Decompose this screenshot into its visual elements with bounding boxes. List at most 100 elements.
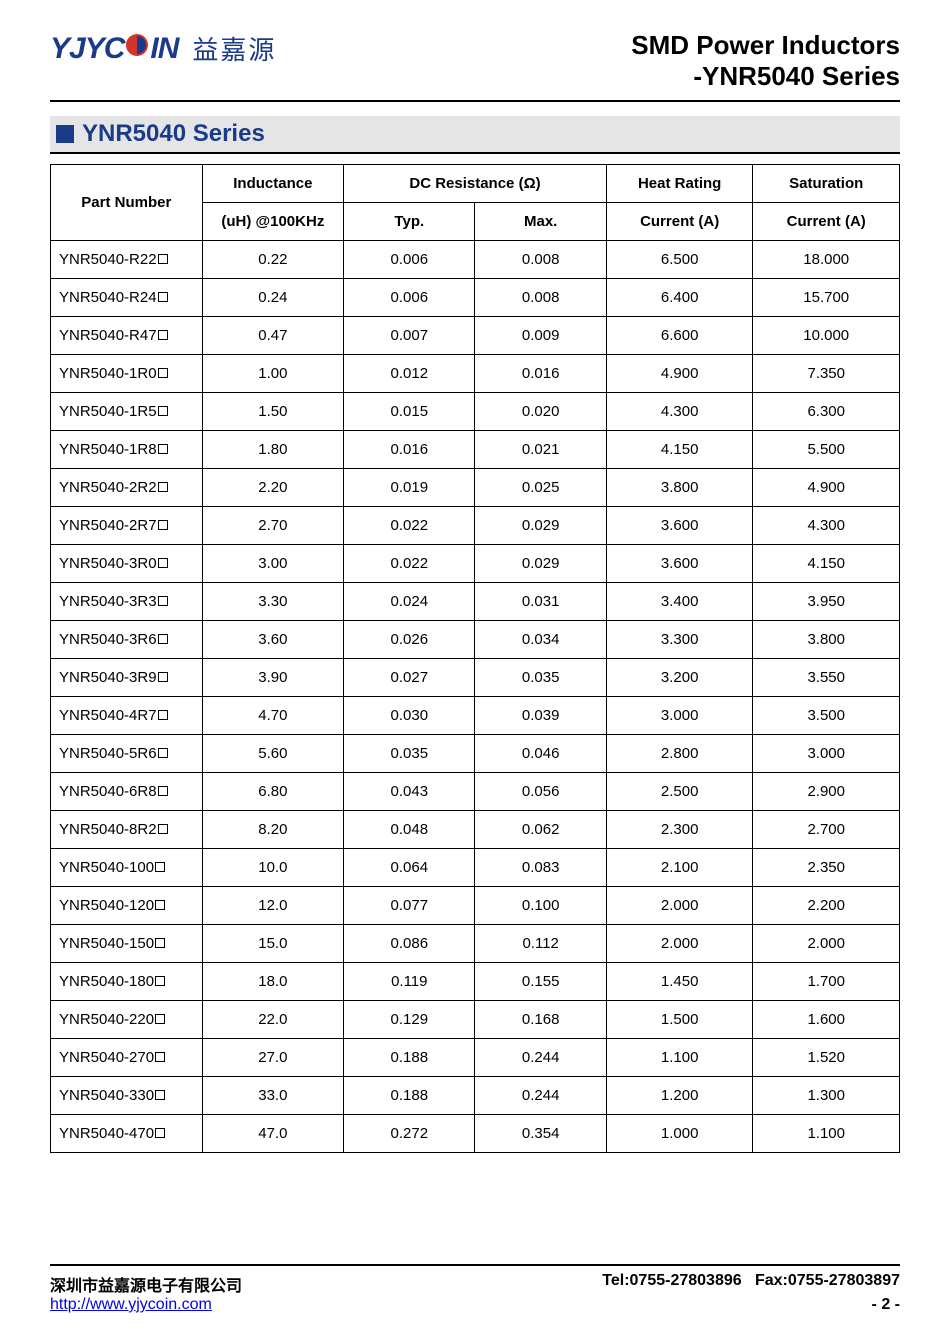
cell-part-number: YNR5040-180 (51, 963, 203, 1001)
cell-sat: 3.550 (753, 659, 900, 697)
checkbox-icon (155, 976, 165, 986)
cell-heat: 3.200 (606, 659, 753, 697)
col-heat-sub: Current (A) (606, 203, 753, 241)
cell-part-number: YNR5040-1R8 (51, 431, 203, 469)
cell-typ: 0.006 (344, 241, 475, 279)
table-row: YNR5040-33033.00.1880.2441.2001.300 (51, 1077, 900, 1115)
cell-inductance: 6.80 (202, 773, 344, 811)
cell-inductance: 15.0 (202, 925, 344, 963)
logo-brand: YJYCIN (50, 32, 178, 66)
cell-inductance: 3.60 (202, 621, 344, 659)
cell-sat: 2.900 (753, 773, 900, 811)
checkbox-icon (158, 786, 168, 796)
table-row: YNR5040-3R63.600.0260.0343.3003.800 (51, 621, 900, 659)
cell-part-number: YNR5040-R22 (51, 241, 203, 279)
spec-table: Part Number Inductance DC Resistance (Ω)… (50, 164, 900, 1153)
cell-part-number: YNR5040-6R8 (51, 773, 203, 811)
cell-typ: 0.006 (344, 279, 475, 317)
cell-heat: 3.300 (606, 621, 753, 659)
cell-part-number: YNR5040-4R7 (51, 697, 203, 735)
cell-sat: 3.950 (753, 583, 900, 621)
cell-typ: 0.027 (344, 659, 475, 697)
table-row: YNR5040-27027.00.1880.2441.1001.520 (51, 1039, 900, 1077)
table-row: YNR5040-10010.00.0640.0832.1002.350 (51, 849, 900, 887)
cell-max: 0.020 (475, 393, 606, 431)
cell-part-number: YNR5040-5R6 (51, 735, 203, 773)
cell-typ: 0.022 (344, 545, 475, 583)
checkbox-icon (155, 900, 165, 910)
cell-sat: 1.700 (753, 963, 900, 1001)
table-header: Part Number Inductance DC Resistance (Ω)… (51, 165, 900, 241)
footer-row-2: http://www.yjycoin.com - 2 - (50, 1296, 900, 1314)
cell-sat: 1.600 (753, 1001, 900, 1039)
cell-max: 0.029 (475, 545, 606, 583)
col-dc-resistance: DC Resistance (Ω) (344, 165, 607, 203)
cell-inductance: 5.60 (202, 735, 344, 773)
cell-sat: 15.700 (753, 279, 900, 317)
cell-inductance: 47.0 (202, 1115, 344, 1153)
cell-inductance: 0.22 (202, 241, 344, 279)
cell-max: 0.168 (475, 1001, 606, 1039)
cell-part-number: YNR5040-330 (51, 1077, 203, 1115)
cell-heat: 1.500 (606, 1001, 753, 1039)
checkbox-icon (158, 634, 168, 644)
cell-part-number: YNR5040-2R2 (51, 469, 203, 507)
cell-sat: 3.800 (753, 621, 900, 659)
cell-max: 0.008 (475, 279, 606, 317)
cell-sat: 2.000 (753, 925, 900, 963)
cell-part-number: YNR5040-270 (51, 1039, 203, 1077)
table-row: YNR5040-18018.00.1190.1551.4501.700 (51, 963, 900, 1001)
cell-sat: 4.900 (753, 469, 900, 507)
table-row: YNR5040-1R81.800.0160.0214.1505.500 (51, 431, 900, 469)
checkbox-icon (158, 444, 168, 454)
cell-inductance: 3.00 (202, 545, 344, 583)
footer-fax: Fax:0755-27803897 (755, 1272, 900, 1289)
col-inductance-sub: (uH) @100KHz (202, 203, 344, 241)
cell-part-number: YNR5040-R24 (51, 279, 203, 317)
cell-heat: 1.450 (606, 963, 753, 1001)
cell-heat: 1.000 (606, 1115, 753, 1153)
cell-heat: 1.200 (606, 1077, 753, 1115)
cell-max: 0.039 (475, 697, 606, 735)
table-row: YNR5040-R240.240.0060.0086.40015.700 (51, 279, 900, 317)
checkbox-icon (158, 520, 168, 530)
cell-inductance: 27.0 (202, 1039, 344, 1077)
cell-typ: 0.043 (344, 773, 475, 811)
cell-heat: 2.300 (606, 811, 753, 849)
cell-typ: 0.019 (344, 469, 475, 507)
cell-sat: 2.200 (753, 887, 900, 925)
footer-url-link[interactable]: http://www.yjycoin.com (50, 1296, 212, 1314)
cell-heat: 6.400 (606, 279, 753, 317)
footer-page-number: - 2 - (872, 1296, 900, 1314)
logo-prefix: YJYC (50, 32, 124, 65)
cell-inductance: 2.70 (202, 507, 344, 545)
cell-heat: 1.100 (606, 1039, 753, 1077)
cell-heat: 3.400 (606, 583, 753, 621)
cell-typ: 0.012 (344, 355, 475, 393)
cell-typ: 0.024 (344, 583, 475, 621)
cell-max: 0.021 (475, 431, 606, 469)
checkbox-icon (158, 330, 168, 340)
checkbox-icon (158, 558, 168, 568)
cell-max: 0.112 (475, 925, 606, 963)
cell-inductance: 33.0 (202, 1077, 344, 1115)
cell-inductance: 0.47 (202, 317, 344, 355)
cell-typ: 0.129 (344, 1001, 475, 1039)
table-row: YNR5040-4R74.700.0300.0393.0003.500 (51, 697, 900, 735)
cell-inductance: 12.0 (202, 887, 344, 925)
cell-sat: 5.500 (753, 431, 900, 469)
checkbox-icon (158, 596, 168, 606)
checkbox-icon (155, 1128, 165, 1138)
cell-sat: 3.500 (753, 697, 900, 735)
table-row: YNR5040-1R01.000.0120.0164.9007.350 (51, 355, 900, 393)
cell-typ: 0.188 (344, 1077, 475, 1115)
cell-max: 0.031 (475, 583, 606, 621)
title-line1: SMD Power Inductors (631, 30, 900, 61)
page-footer: 深圳市益嘉源电子有限公司 Tel:0755-27803896 Fax:0755-… (50, 1264, 900, 1314)
table-row: YNR5040-3R93.900.0270.0353.2003.550 (51, 659, 900, 697)
table-row: YNR5040-2R72.700.0220.0293.6004.300 (51, 507, 900, 545)
cell-max: 0.046 (475, 735, 606, 773)
cell-max: 0.016 (475, 355, 606, 393)
cell-typ: 0.077 (344, 887, 475, 925)
cell-inductance: 3.30 (202, 583, 344, 621)
